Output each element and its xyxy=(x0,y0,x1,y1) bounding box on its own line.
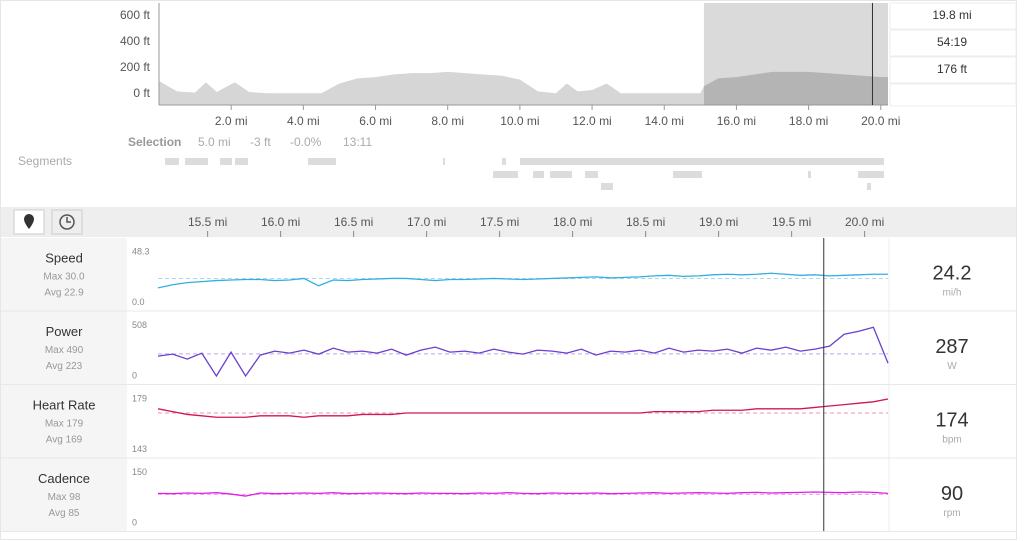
metric-trace xyxy=(157,272,888,289)
x-tick-label: 17.5 mi xyxy=(480,215,519,229)
x-tick-label: 2.0 mi xyxy=(215,114,248,128)
metric-value-cell xyxy=(890,311,1016,384)
metric-unit: W xyxy=(947,361,957,372)
clock-icon xyxy=(59,214,75,230)
y-tick-label: 0 ft xyxy=(133,86,150,100)
metric-label-cell xyxy=(1,385,127,458)
y-tick-label: 150 xyxy=(132,467,147,477)
y-tick-label: 179 xyxy=(132,393,147,403)
x-tick-label: 8.0 mi xyxy=(431,114,464,128)
metric-trace xyxy=(157,398,889,418)
metric-avg: Avg 169 xyxy=(46,435,83,446)
metric-unit: bpm xyxy=(942,435,961,446)
y-tick-label: 48.3 xyxy=(132,246,150,256)
metric-max: Max 98 xyxy=(48,492,81,503)
x-tick-label: 16.0 mi xyxy=(717,114,756,128)
metric-unit: mi/h xyxy=(943,288,962,299)
metric-value-cell xyxy=(890,238,1016,311)
metric-current: 24.2 xyxy=(933,262,972,284)
selection-grade: -0.0% xyxy=(290,135,322,149)
metric-avg: Avg 85 xyxy=(49,508,80,519)
y-tick-label: 0 xyxy=(132,370,137,380)
metric-max: Max 30.0 xyxy=(43,272,85,283)
metric-avg: Avg 223 xyxy=(46,361,83,372)
metric-max: Max 179 xyxy=(45,419,84,430)
y-tick-label: 200 ft xyxy=(120,60,151,74)
selection-time: 13:11 xyxy=(343,135,372,149)
summary-box xyxy=(889,56,1017,84)
x-tick-label: 20.0 mi xyxy=(861,114,900,128)
metric-label-cell xyxy=(1,238,127,311)
metric-name: Power xyxy=(46,324,84,339)
metric-name: Speed xyxy=(45,250,83,265)
pin-icon xyxy=(24,214,34,229)
y-tick-label: 508 xyxy=(132,320,147,330)
toolbar xyxy=(1,207,1016,237)
x-tick-label: 14.0 mi xyxy=(645,114,684,128)
elevation-area-selected xyxy=(703,71,888,105)
x-tick-label: 18.0 mi xyxy=(789,114,828,128)
summary-value: 19.8 mi xyxy=(932,8,971,22)
selection-distance: 5.0 mi xyxy=(198,135,231,149)
y-tick-label: 0.0 xyxy=(132,297,145,307)
x-tick-label: 19.5 mi xyxy=(772,215,811,229)
summary-value: 176 ft xyxy=(937,62,968,76)
x-tick-label: 4.0 mi xyxy=(287,114,320,128)
selection-label: Selection xyxy=(128,135,181,149)
x-tick-label: 10.0 mi xyxy=(500,114,539,128)
metric-avg: Avg 22.9 xyxy=(44,288,84,299)
segments-label: Segments xyxy=(18,154,72,168)
metric-value-cell xyxy=(890,385,1016,458)
x-tick-label: 19.0 mi xyxy=(699,215,738,229)
x-tick-label: 18.0 mi xyxy=(553,215,592,229)
clock-hands xyxy=(66,217,71,223)
x-tick-label: 15.5 mi xyxy=(188,215,227,229)
metric-value-cell xyxy=(890,458,1016,531)
metric-name: Heart Rate xyxy=(33,397,96,412)
metric-current: 174 xyxy=(935,409,968,431)
x-tick-label: 6.0 mi xyxy=(359,114,392,128)
summary-box xyxy=(889,83,1017,107)
metric-trace xyxy=(157,326,889,378)
x-tick-label: 16.0 mi xyxy=(261,215,300,229)
metric-max: Max 490 xyxy=(45,345,84,356)
x-tick-label: 12.0 mi xyxy=(572,114,611,128)
metric-label-cell xyxy=(1,311,127,384)
summary-box xyxy=(889,2,1017,30)
x-tick-label: 17.0 mi xyxy=(407,215,446,229)
metric-unit: rpm xyxy=(943,508,960,519)
metric-current: 90 xyxy=(941,483,963,505)
x-tick-label: 18.5 mi xyxy=(626,215,665,229)
summary-value: 54:19 xyxy=(937,35,967,49)
y-tick-label: 143 xyxy=(132,444,147,454)
metric-trace xyxy=(157,491,889,497)
x-tick-label: 20.0 mi xyxy=(845,215,884,229)
y-tick-label: 0 xyxy=(132,517,137,527)
metric-name: Cadence xyxy=(38,471,90,486)
y-tick-label: 600 ft xyxy=(120,8,151,22)
x-tick-label: 16.5 mi xyxy=(334,215,373,229)
selection-elevation: -3 ft xyxy=(250,135,271,149)
metric-current: 287 xyxy=(935,336,968,358)
segment-bars xyxy=(165,158,884,190)
summary-box xyxy=(889,29,1017,57)
metric-label-cell xyxy=(1,458,127,531)
y-tick-label: 400 ft xyxy=(120,34,151,48)
